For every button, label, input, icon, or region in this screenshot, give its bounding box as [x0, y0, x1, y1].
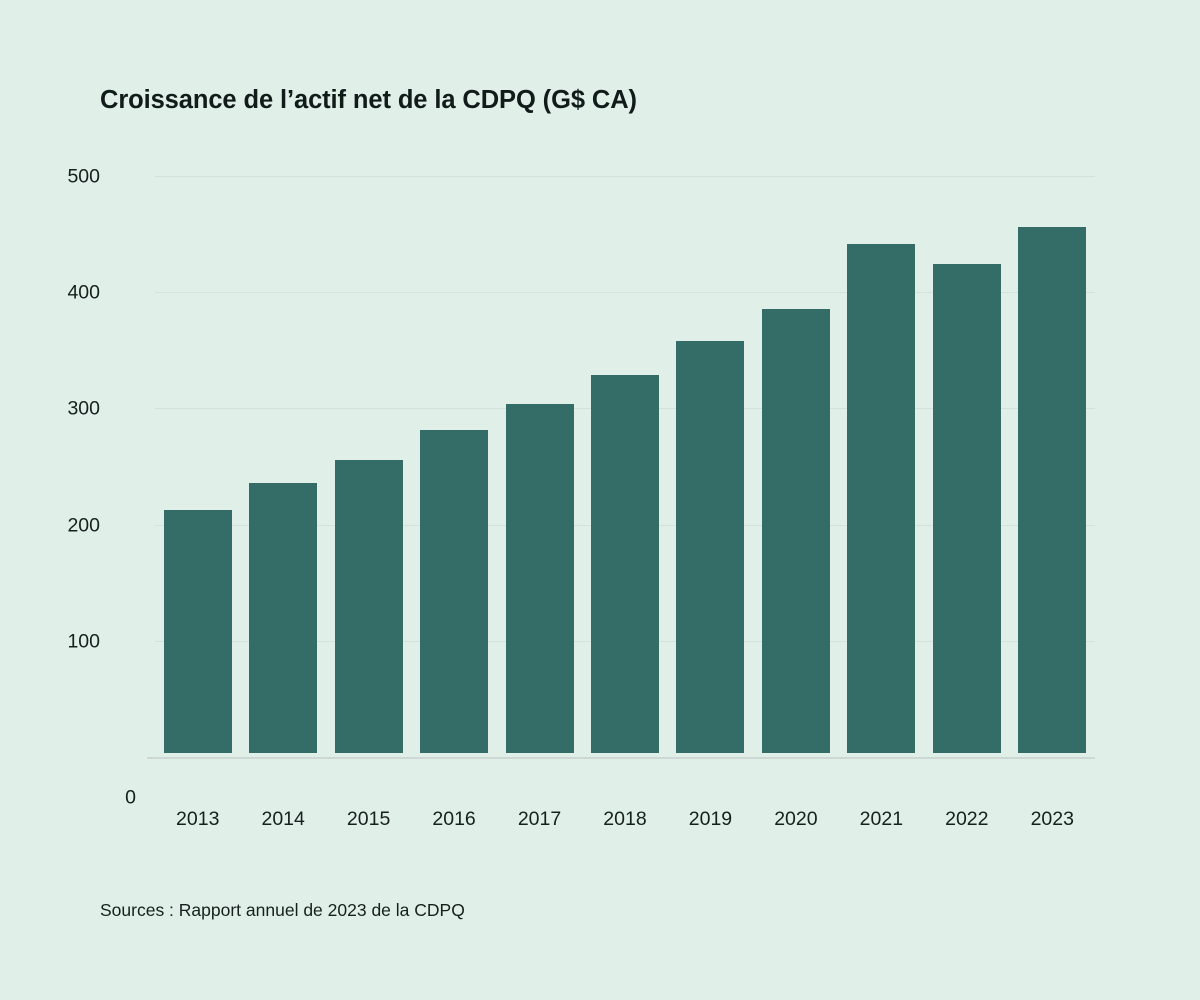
- plot-area: [147, 170, 1095, 760]
- y-tick-label: 300: [67, 397, 100, 420]
- x-axis-tick-labels: 2013 2014 2015 2016 2017 2018 2019 2020 2021 2022…: [155, 808, 1095, 838]
- x-tick-label-2016: 2016: [432, 808, 476, 830]
- page-title: Croissance de l’actif net de la CDPQ (G$…: [100, 86, 637, 114]
- x-tick-label-2018: 2018: [603, 808, 647, 830]
- bar-2020: [761, 309, 830, 753]
- bar-2016: [420, 429, 489, 753]
- x-tick-label-2013: 2013: [176, 808, 220, 830]
- bar-2013: [163, 510, 232, 753]
- bar-2019: [676, 340, 745, 753]
- gridline-500: [155, 176, 1095, 177]
- bar-2023: [1018, 226, 1087, 753]
- source-note: Sources : Rapport annuel de 2023 de la C…: [100, 900, 465, 920]
- bar-2021: [847, 244, 916, 753]
- bar-2014: [249, 483, 318, 753]
- x-tick-label-2017: 2017: [517, 808, 562, 830]
- y-tick-label: 100: [67, 630, 100, 653]
- bar-2015: [334, 460, 403, 753]
- gridline-0: [147, 757, 1095, 759]
- x-tick-label-2014: 2014: [261, 808, 305, 830]
- bar-2022: [932, 263, 1001, 753]
- gridline-400: [155, 292, 1095, 294]
- x-tick-label-2015: 2015: [346, 808, 391, 830]
- y-tick-label: 0: [125, 786, 136, 809]
- bar-series: [155, 170, 1095, 760]
- x-tick-label-2020: 2020: [774, 808, 818, 830]
- x-tick-label-2019: 2019: [688, 808, 733, 830]
- y-tick-label: 400: [67, 281, 100, 304]
- y-tick-label: 500: [67, 165, 100, 188]
- x-tick-label-2023: 2023: [1030, 808, 1074, 830]
- y-tick-label: 200: [67, 514, 100, 537]
- bar-2017: [505, 404, 574, 753]
- bar-2018: [591, 375, 659, 753]
- x-tick-label-2022: 2022: [945, 808, 989, 830]
- x-tick-label-2021: 2021: [859, 808, 904, 830]
